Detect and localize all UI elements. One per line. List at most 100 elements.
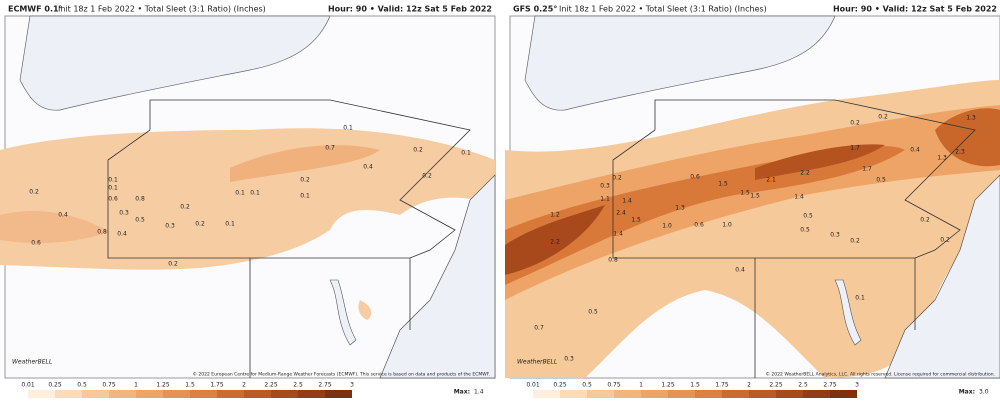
value-label: 1.5 xyxy=(631,217,641,224)
precip-shade xyxy=(505,145,905,285)
copyright: © 2022 WeatherBELL Analytics, LLC. All r… xyxy=(766,371,996,378)
lake xyxy=(524,15,836,111)
precip-shade xyxy=(755,144,885,180)
colorbar-block xyxy=(803,390,830,398)
value-label: 0.2 xyxy=(850,120,860,127)
value-label: 0.2 xyxy=(878,114,888,121)
colorbar-block xyxy=(55,390,82,398)
colorbar-block xyxy=(82,390,109,398)
valid: Hour: 90 • Valid: 12z Sat 5 Feb 2022 xyxy=(328,5,492,14)
colorbar-tick: 0.01 xyxy=(21,382,35,389)
logo: WeatherBELL xyxy=(12,359,52,366)
value-label: 1.4 xyxy=(622,198,632,205)
value-label: 0.6 xyxy=(690,174,700,181)
value-label: 0.1 xyxy=(225,221,235,228)
model: ECMWF 0.1° xyxy=(8,5,63,14)
colorbar-tick: 1 xyxy=(639,382,643,389)
value-label: 1.7 xyxy=(862,166,872,173)
state-border xyxy=(612,99,976,378)
value-label: 0.4 xyxy=(117,231,127,238)
value-label: 0.1 xyxy=(461,150,471,157)
value-label: 0.4 xyxy=(735,267,745,274)
value-label: 1.0 xyxy=(722,222,732,229)
max-label: Max: xyxy=(454,389,470,396)
colorbar-block xyxy=(830,390,857,398)
colorbar-block xyxy=(298,390,325,398)
value-label: 0.3 xyxy=(165,223,175,230)
value-label: 0.2 xyxy=(168,261,178,268)
value-label: 0.2 xyxy=(850,238,860,245)
value-label: 0.7 xyxy=(534,325,544,332)
panel: 0.10.7 0.2 0.10.40.20.20.10.10.6 0.80.4 0.30… xyxy=(0,5,496,398)
value-label: 0.8 xyxy=(97,229,107,236)
valid: Hour: 90 • Valid: 12z Sat 5 Feb 2022 xyxy=(833,5,997,14)
colorbar-block xyxy=(244,390,271,398)
value-label: 0.5 xyxy=(135,217,145,224)
model: GFS 0.25° xyxy=(513,5,557,14)
colorbar-tick: 0.01 xyxy=(526,382,540,389)
value-label: 1.5 xyxy=(750,193,760,200)
value-label: 0.2 xyxy=(612,175,622,182)
max-label: Max: xyxy=(959,389,975,396)
ocean xyxy=(884,174,1000,379)
value-label: 0.3 xyxy=(564,356,574,363)
value-label: 0.5 xyxy=(803,213,813,220)
precip-shade xyxy=(358,300,372,320)
value-label: 0.6 xyxy=(108,196,118,203)
colorbar-block xyxy=(695,390,722,398)
value-label: 2.4 xyxy=(616,210,626,217)
value-label: 0.1 xyxy=(250,190,260,197)
precip-shade xyxy=(0,128,495,270)
value-label: 1.3 xyxy=(937,155,947,162)
colorbar-block xyxy=(109,390,136,398)
chesapeake xyxy=(834,279,862,346)
value-label: 2.1 xyxy=(766,177,776,184)
colorbar-block xyxy=(668,390,695,398)
colorbar-tick: 2.75 xyxy=(823,382,837,389)
colorbar-tick: 3 xyxy=(855,382,859,389)
value-label: 2.3 xyxy=(955,149,965,156)
precip-shade xyxy=(230,145,380,182)
value-label: 0.4 xyxy=(910,147,920,154)
colorbar-tick: 2 xyxy=(242,382,246,389)
lake xyxy=(19,15,331,111)
colorbar-block xyxy=(325,390,352,398)
ocean xyxy=(379,174,496,379)
colorbar-tick: 0.25 xyxy=(553,382,567,389)
colorbar-block xyxy=(641,390,668,398)
value-label: 0.2 xyxy=(920,217,930,224)
colorbar-block xyxy=(190,390,217,398)
colorbar-block xyxy=(217,390,244,398)
value-label: 0.1 xyxy=(235,190,245,197)
colorbar-block xyxy=(533,390,560,398)
state-border xyxy=(107,99,471,378)
colorbar-block xyxy=(163,390,190,398)
value-label: 1.7 xyxy=(850,145,860,152)
value-label: 1.5 xyxy=(740,190,750,197)
value-label: 0.3 xyxy=(600,183,610,190)
max-value: 3.0 xyxy=(979,389,989,396)
colorbar-tick: 0.25 xyxy=(48,382,62,389)
colorbar-block xyxy=(722,390,749,398)
value-label: 0.6 xyxy=(31,240,41,247)
value-label: 0.4 xyxy=(363,164,373,171)
value-label: 1.3 xyxy=(675,205,685,212)
value-label: 2.2 xyxy=(800,170,810,177)
value-label: 1.2 xyxy=(550,212,560,219)
colorbar-block xyxy=(271,390,298,398)
value-label: 1.1 xyxy=(600,196,610,203)
colorbar-block xyxy=(776,390,803,398)
colorbar-block xyxy=(506,390,533,398)
value-label: 0.1 xyxy=(300,193,310,200)
colorbar-tick: 3 xyxy=(350,382,354,389)
init: Init 18z 1 Feb 2022 • Total Sleet (3:1 R… xyxy=(559,5,767,14)
precip-shade xyxy=(0,211,110,244)
value-label: 0.2 xyxy=(180,204,190,211)
colorbar-block xyxy=(587,390,614,398)
colorbar-tick: 1.5 xyxy=(690,382,700,389)
value-label: 2.2 xyxy=(550,239,560,246)
value-label: 0.8 xyxy=(135,196,145,203)
colorbar-block xyxy=(560,390,587,398)
value-label: 0.4 xyxy=(58,212,68,219)
